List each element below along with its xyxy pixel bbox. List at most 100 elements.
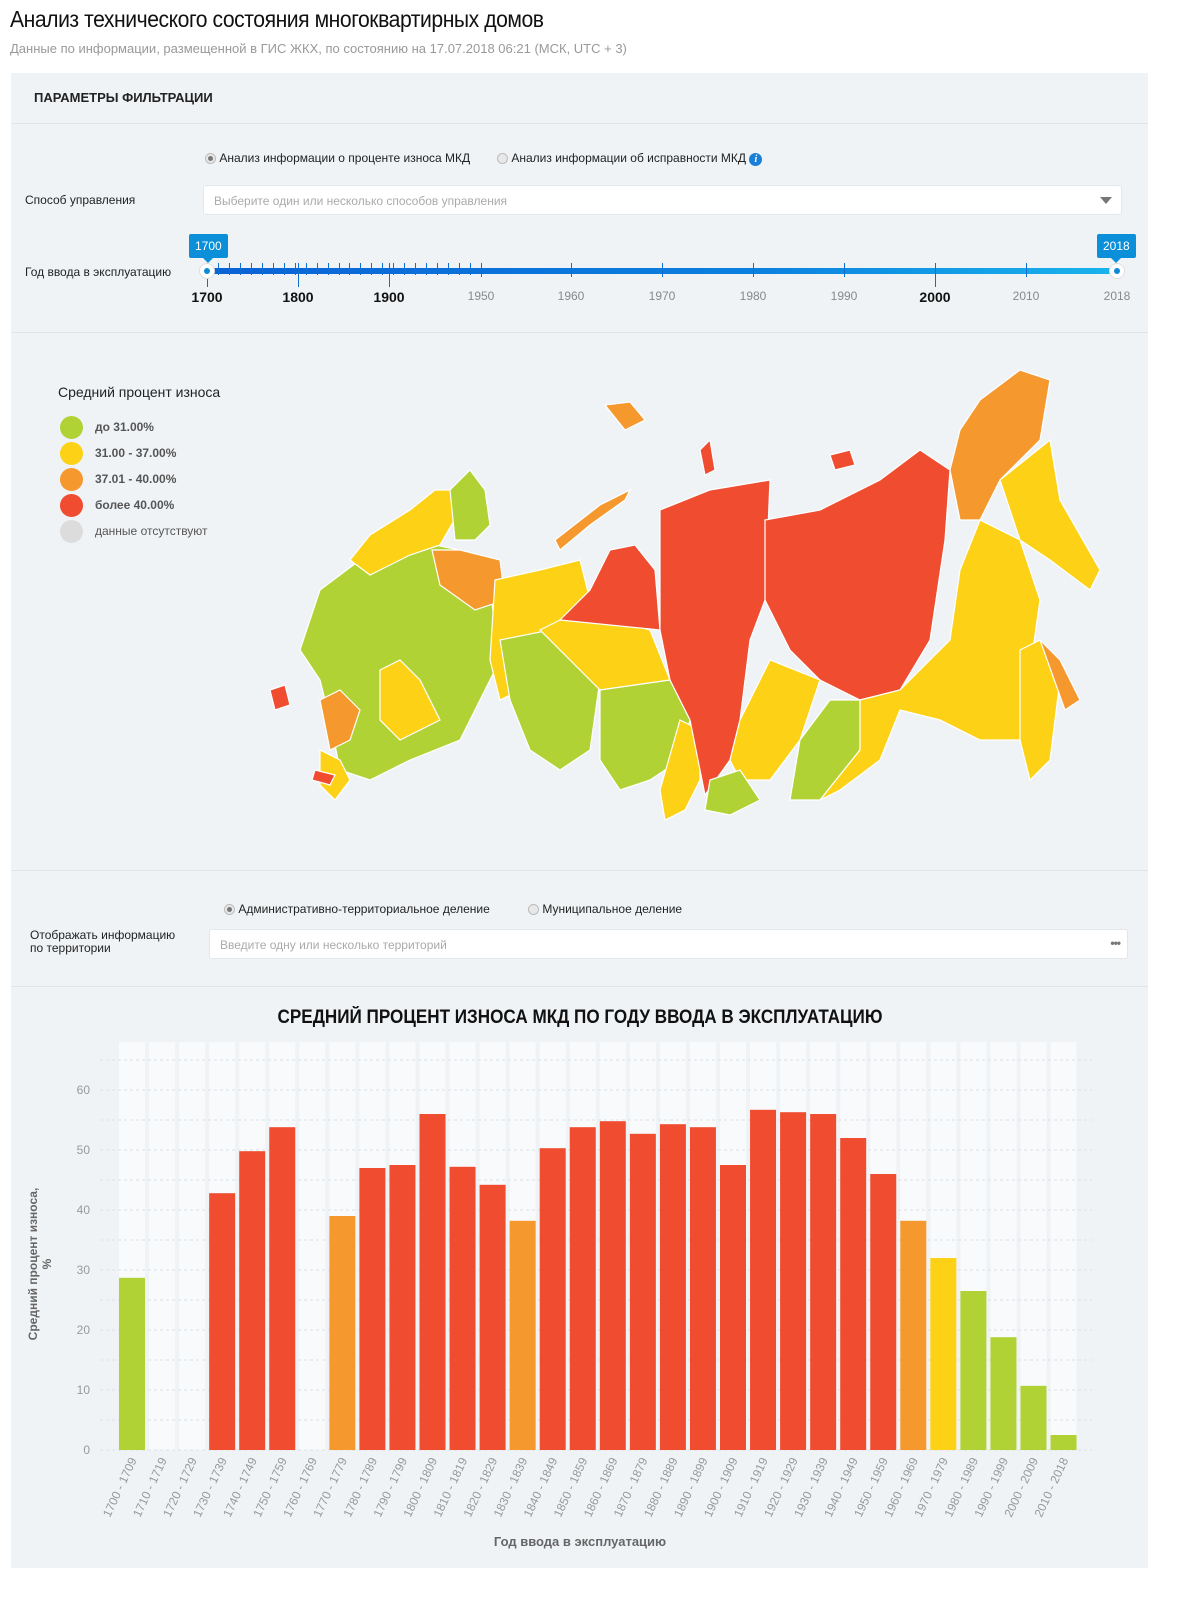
slider-tick <box>459 263 461 275</box>
handle-dot <box>1114 268 1120 274</box>
management-select[interactable]: Выберите один или несколько способов упр… <box>203 185 1122 215</box>
slider-tick <box>283 263 285 275</box>
territory-input[interactable]: Введите одну или несколько территорий ••• <box>209 929 1128 959</box>
bar <box>539 1148 566 1450</box>
slider-tick <box>382 263 384 275</box>
slider-tick <box>250 263 252 275</box>
column-background <box>149 1042 176 1450</box>
slider-tick <box>481 263 482 277</box>
bar <box>329 1216 356 1450</box>
bar <box>689 1127 716 1450</box>
y-tick-label: 30 <box>77 1263 91 1277</box>
map-region <box>554 488 632 551</box>
radio-icon <box>224 904 235 916</box>
slider-tick <box>228 263 230 275</box>
bar <box>720 1165 746 1450</box>
slider-tick-label: 1990 <box>830 289 858 303</box>
bar <box>870 1174 897 1450</box>
slider-tick <box>371 263 373 275</box>
map-region <box>704 769 761 816</box>
bar <box>449 1166 476 1450</box>
map-region <box>999 438 1101 591</box>
bar <box>569 1127 596 1450</box>
slider-tick <box>298 263 299 287</box>
bar <box>810 1114 837 1450</box>
legend-label: 31.00 - 37.00% <box>95 446 177 460</box>
slider-tick <box>261 263 263 275</box>
column-background <box>299 1042 326 1450</box>
slider-tick <box>217 263 219 275</box>
chart-title: СРЕДНИЙ ПРОЦЕНТ ИЗНОСА МКД ПО ГОДУ ВВОДА… <box>277 1007 883 1028</box>
slider-tick <box>338 263 340 275</box>
slider-tick-label: 2010 <box>1012 289 1040 303</box>
year-to-tooltip: 2018 <box>1097 234 1136 263</box>
info-icon[interactable]: i <box>749 153 763 166</box>
column-background <box>179 1042 206 1450</box>
legend-label: более 40.00% <box>95 498 175 512</box>
bar <box>479 1184 506 1450</box>
slider-tick <box>305 263 307 275</box>
slider-tick <box>393 263 395 275</box>
slider-tick-label: 1900 <box>373 289 405 305</box>
slider-tick <box>349 263 351 275</box>
bar <box>389 1165 416 1450</box>
map-region <box>949 369 1051 521</box>
bar <box>659 1124 686 1450</box>
y-tick-label: 40 <box>77 1203 91 1217</box>
year-from-tooltip: 1700 <box>189 234 228 263</box>
russia-map[interactable] <box>260 340 1130 840</box>
map-region <box>729 659 821 781</box>
slider-tick <box>272 263 274 275</box>
slider-tick <box>662 263 663 277</box>
territory-placeholder: Введите одну или несколько территорий <box>220 938 447 952</box>
more-icon[interactable]: ••• <box>1110 936 1121 950</box>
filters-heading: ПАРАМЕТРЫ ФИЛЬТРАЦИИ <box>34 90 213 105</box>
map-region <box>1039 639 1081 711</box>
bar <box>780 1112 807 1450</box>
year-from-handle[interactable] <box>199 263 215 279</box>
divider <box>11 123 1148 124</box>
management-placeholder: Выберите один или несколько способов упр… <box>214 194 508 208</box>
radio-wear-percent[interactable]: Анализ информации о проценте износа МКД <box>205 151 470 165</box>
slider-tick <box>327 263 329 275</box>
bar <box>930 1258 957 1450</box>
slider-tick <box>935 263 936 287</box>
bar <box>900 1220 927 1450</box>
legend-label: данные отсутствуют <box>95 524 208 538</box>
radio-serviceability[interactable]: Анализ информации об исправности МКД i <box>497 151 763 166</box>
radio-municipal-division[interactable]: Муниципальное деление <box>528 902 682 916</box>
bar <box>359 1168 386 1450</box>
bar <box>269 1127 296 1450</box>
map-region <box>699 438 716 476</box>
radio-label: Муниципальное деление <box>542 902 683 916</box>
slider-tick-label: 2000 <box>919 289 951 305</box>
y-tick-label: 10 <box>77 1383 91 1397</box>
slider-tick-label: 1970 <box>648 289 676 303</box>
slider-tick <box>404 263 406 275</box>
radio-admin-division[interactable]: Административно-территориальное деление <box>224 902 490 916</box>
radio-icon <box>528 904 539 916</box>
bar <box>990 1337 1017 1450</box>
legend-swatch <box>60 468 83 491</box>
year-label: Год ввода в эксплуатацию <box>25 265 172 279</box>
bar <box>599 1121 626 1450</box>
y-tick-label: 0 <box>83 1443 90 1457</box>
map-region <box>603 401 646 431</box>
slider-tick <box>239 263 241 275</box>
map-region <box>311 769 336 786</box>
slider-tick <box>426 263 428 275</box>
year-to-handle[interactable] <box>1109 263 1125 279</box>
slider-tick <box>415 263 417 275</box>
slider-tick <box>389 263 390 287</box>
divider <box>11 986 1148 987</box>
radio-icon <box>205 153 216 165</box>
map-region <box>764 449 951 701</box>
bar <box>629 1133 656 1450</box>
radio-label: Анализ информации об исправности МКД <box>511 151 747 165</box>
slider-tick <box>1026 263 1027 277</box>
bar <box>840 1138 867 1450</box>
slider-tick <box>437 263 439 275</box>
slider-tick-label: 2018 <box>1103 289 1131 303</box>
slider-tick-label: 1960 <box>557 289 585 303</box>
slider-tick <box>753 263 754 277</box>
